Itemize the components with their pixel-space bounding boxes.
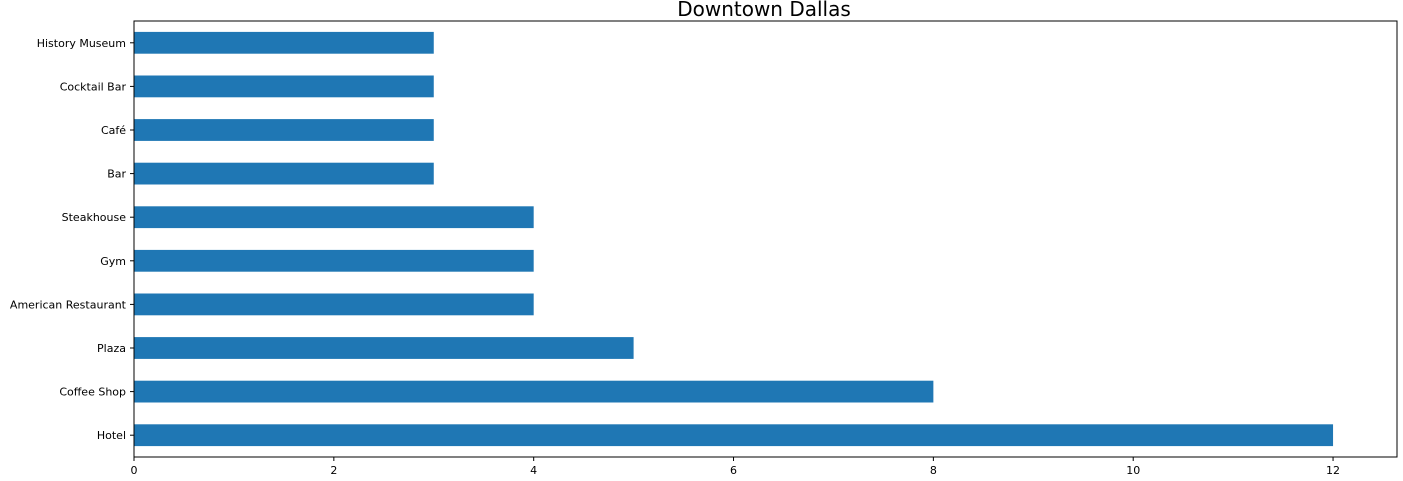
y-tick-label-american-restaurant: American Restaurant [10,298,127,311]
y-tick-label-coffee-shop: Coffee Shop [59,386,126,399]
x-tick-label: 0 [131,464,138,477]
plot-area [134,31,1334,447]
y-tick-label-plaza: Plaza [97,342,126,355]
y-tick-label-bar: Bar [107,168,126,181]
y-tick-label-steakhouse: Steakhouse [62,211,127,224]
bar-steakhouse [134,206,534,229]
x-tick-label: 12 [1326,464,1340,477]
y-tick-label-cafe: Café [101,124,126,137]
bar-gym [134,249,534,272]
bar-history-museum [134,31,434,54]
bar-bar [134,162,434,185]
x-axis: 0 2 4 6 8 10 12 [131,457,1340,477]
bar-plaza [134,337,634,359]
x-tick-label: 6 [730,464,737,477]
x-tick-label: 8 [930,464,937,477]
y-tick-label-gym: Gym [100,255,126,268]
x-tick-label: 4 [530,464,537,477]
x-tick-label: 2 [330,464,337,477]
x-tick-label: 10 [1126,464,1140,477]
bar-cocktail-bar [134,75,434,98]
y-tick-label-history-museum: History Museum [37,37,126,50]
chart-title: Downtown Dallas [677,0,851,21]
bar-coffee-shop [134,380,934,403]
bar-cafe [134,119,434,141]
bar-american-restaurant [134,293,534,316]
y-axis: Hotel Coffee Shop Plaza American Restaurant… [10,37,134,442]
plot-frame [133,20,1398,458]
y-tick-label-hotel: Hotel [97,429,126,442]
bar-hotel [134,424,1334,447]
y-tick-label-cocktail-bar: Cocktail Bar [60,80,127,93]
